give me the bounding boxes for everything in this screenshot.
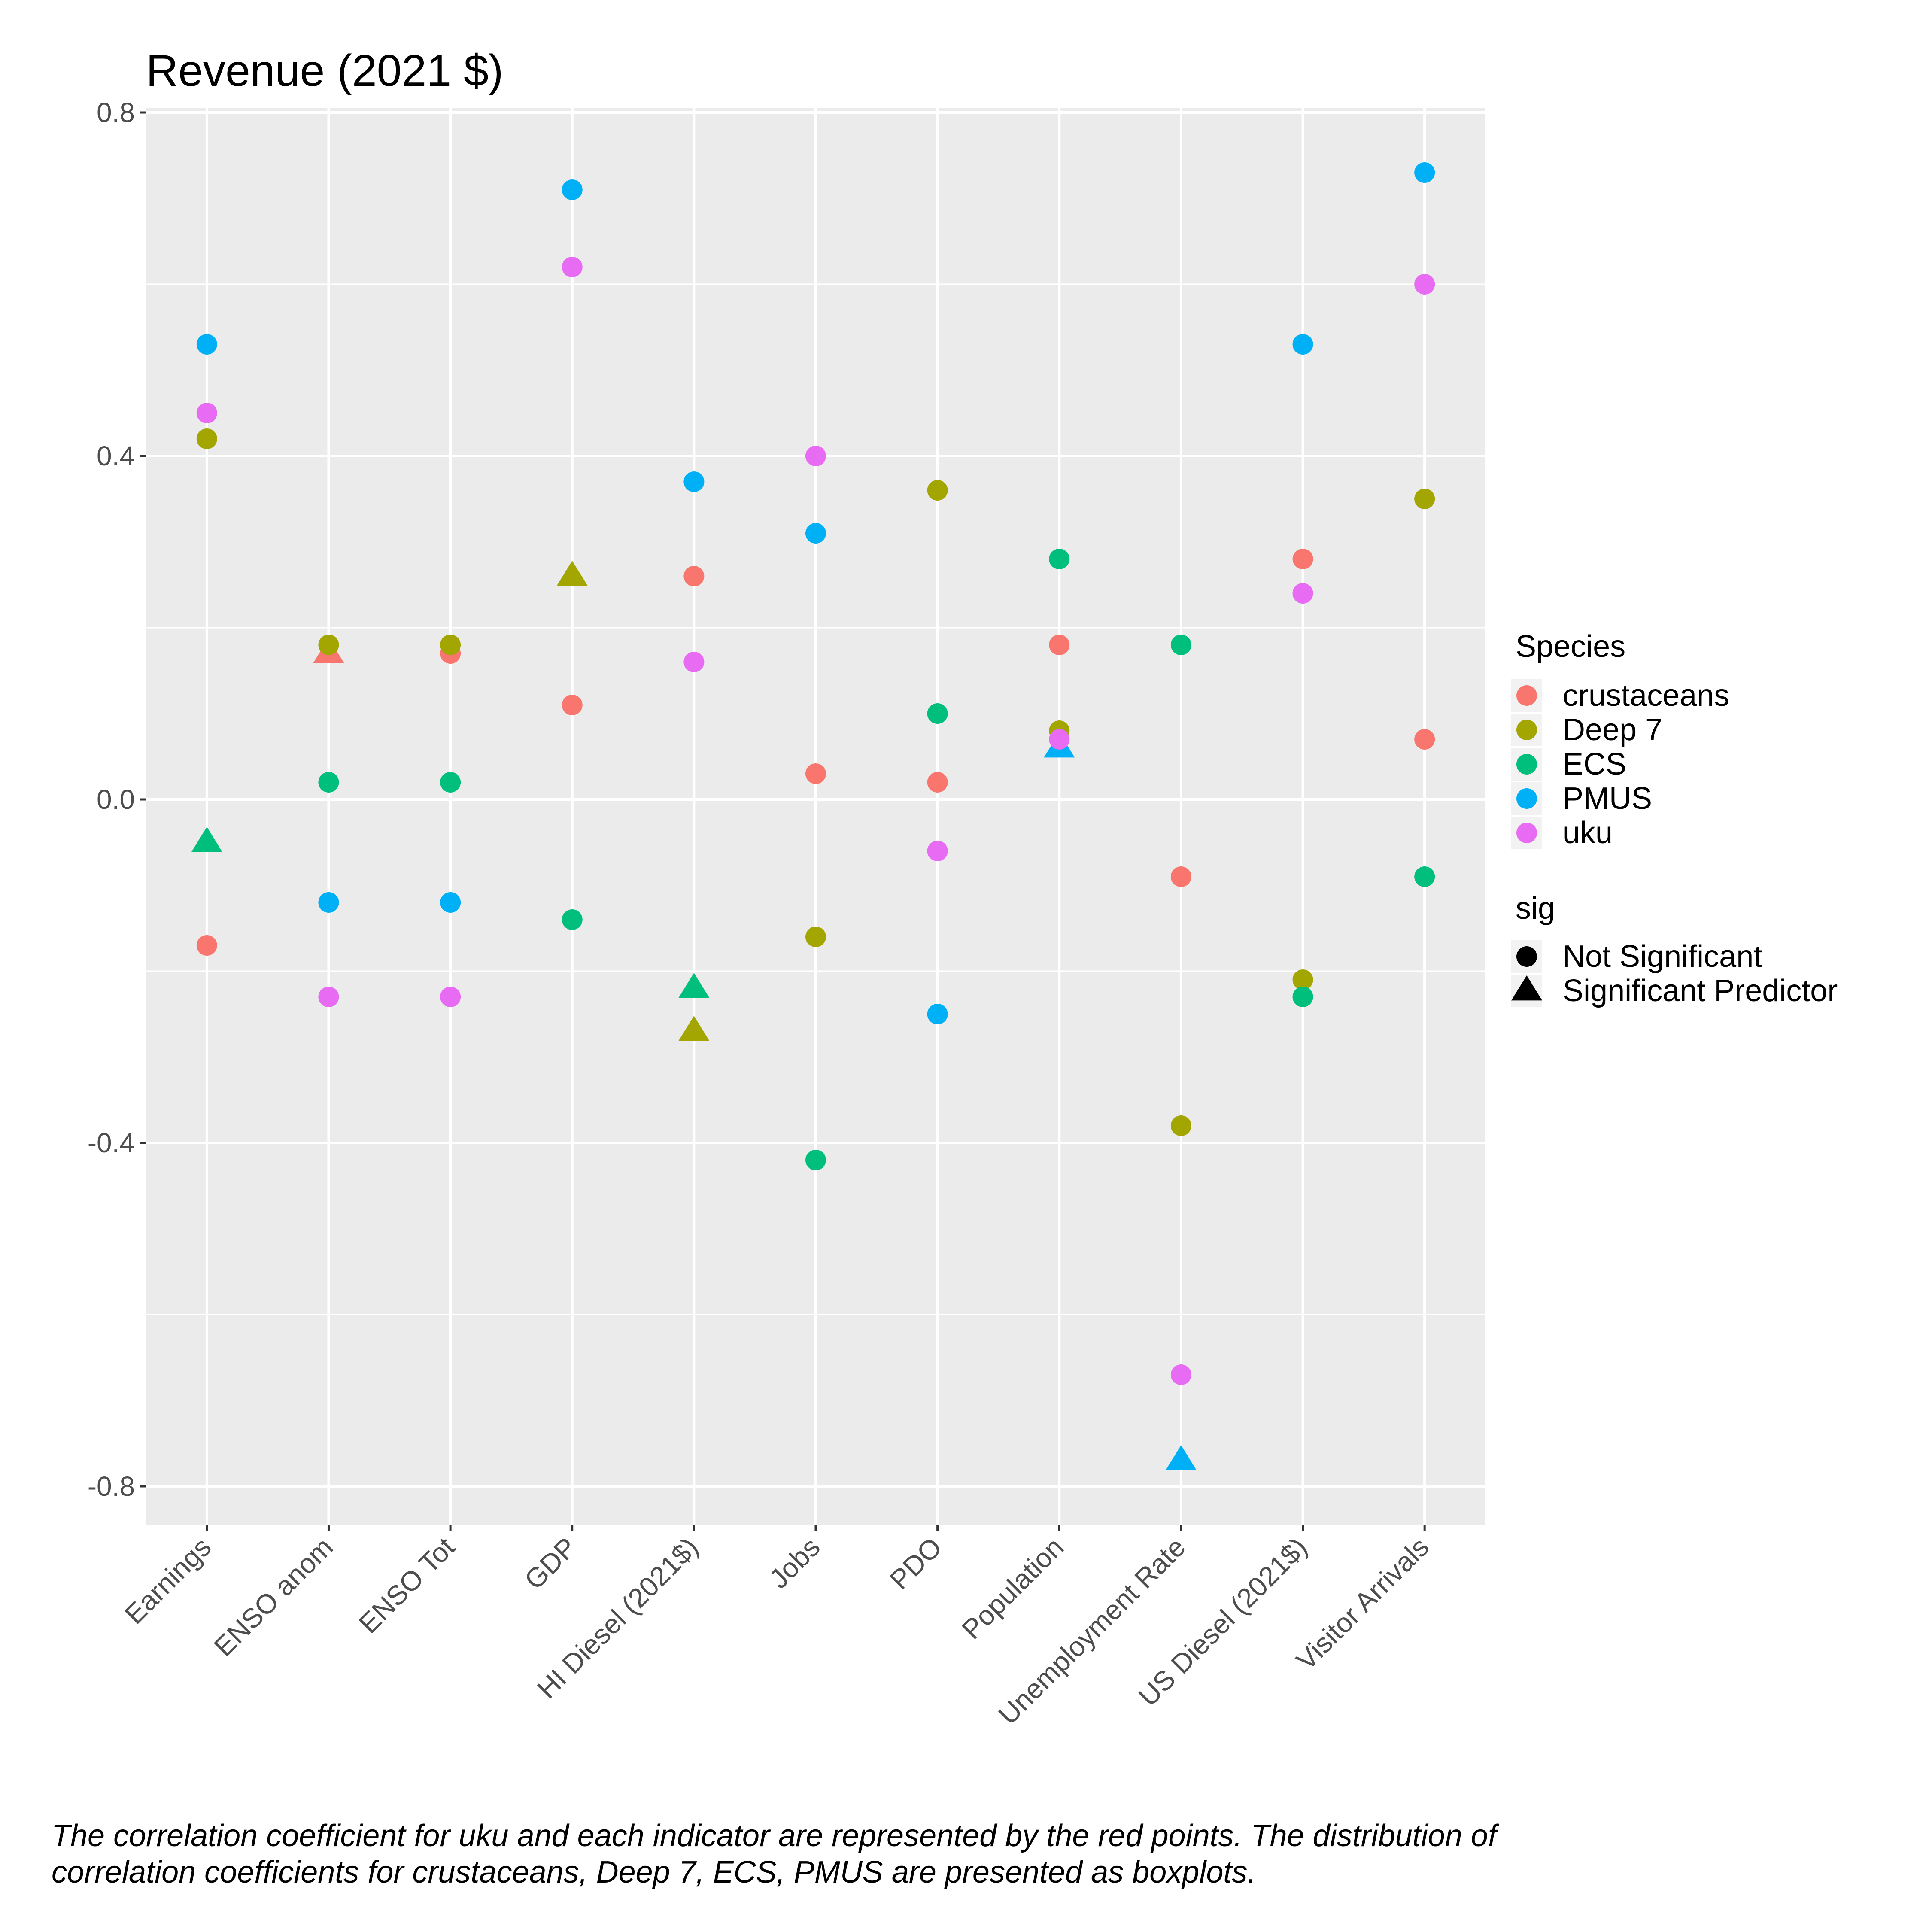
- data-point-pmus: [440, 892, 461, 913]
- x-tick-label: Earnings: [118, 1531, 217, 1630]
- legend-label: uku: [1563, 816, 1613, 850]
- x-tick-label: GDP: [519, 1531, 583, 1595]
- data-points: [191, 162, 1435, 1470]
- data-point-deep-7-significant: [678, 1016, 710, 1041]
- y-axis: -0.8 -0.4 0.0 0.4 0.8: [88, 97, 146, 1502]
- legend-label: Deep 7: [1563, 713, 1662, 747]
- data-point-uku: [1292, 583, 1313, 604]
- data-point-pmus: [805, 523, 826, 544]
- data-point-ecs: [1292, 987, 1313, 1007]
- data-point-pmus-significant: [1165, 1445, 1197, 1470]
- legend-key-uku: [1516, 823, 1537, 843]
- caption-line-2: correlation coefficients for crustaceans…: [52, 1855, 1256, 1889]
- data-point-uku: [562, 257, 583, 277]
- data-point-deep-7: [1170, 1115, 1191, 1136]
- legend-label: ECS: [1563, 747, 1626, 781]
- data-point-deep-7: [1414, 489, 1435, 509]
- data-point-crustaceans: [1292, 549, 1313, 569]
- y-tick-label: -0.8: [88, 1471, 135, 1502]
- data-point-uku: [440, 987, 461, 1007]
- legend-label: Significant Predictor: [1563, 974, 1838, 1008]
- data-point-ecs: [1414, 866, 1435, 887]
- data-point-crustaceans: [683, 566, 705, 586]
- data-point-deep-7: [1292, 969, 1313, 990]
- x-tick-label: ENSO anom: [208, 1531, 339, 1662]
- data-point-ecs: [927, 703, 948, 724]
- data-point-pmus: [1292, 334, 1313, 355]
- legend-label: Not Significant: [1563, 939, 1762, 974]
- data-point-pmus: [562, 179, 583, 200]
- data-point-ecs: [318, 772, 339, 793]
- data-point-pmus: [318, 892, 339, 913]
- data-point-ecs: [1049, 549, 1070, 569]
- data-point-uku: [927, 841, 948, 861]
- legend-key-pmus: [1516, 788, 1537, 809]
- y-tick-label: 0.8: [97, 97, 135, 128]
- legend-label: crustaceans: [1563, 678, 1729, 713]
- legend-label: PMUS: [1563, 781, 1652, 816]
- data-point-crustaceans: [196, 935, 217, 956]
- data-point-pmus: [1414, 162, 1435, 183]
- data-point-crustaceans: [562, 695, 583, 715]
- legend-species-title: Species: [1516, 629, 1625, 664]
- data-point-uku: [1414, 274, 1435, 295]
- legend-key-ecs: [1516, 754, 1537, 775]
- data-point-crustaceans: [927, 772, 948, 793]
- data-point-ecs: [562, 909, 583, 930]
- data-point-deep-7-significant: [556, 561, 588, 586]
- data-point-pmus: [683, 471, 705, 492]
- legend-key-significant: [1511, 975, 1542, 1001]
- data-point-uku: [683, 652, 705, 672]
- y-tick-label: 0.4: [97, 440, 135, 471]
- x-tick-label: Population: [956, 1531, 1069, 1645]
- y-tick-label: -0.4: [88, 1127, 135, 1158]
- legend-key-crustaceans: [1516, 685, 1537, 706]
- chart-title: Revenue (2021 $): [146, 46, 504, 96]
- data-point-ecs: [1170, 635, 1191, 655]
- legend-sig-title: sig: [1516, 891, 1555, 926]
- legend-key-not-significant: [1516, 946, 1537, 967]
- data-point-deep-7: [440, 635, 461, 655]
- grid-lines: [146, 108, 1485, 1525]
- data-point-deep-7: [318, 635, 339, 655]
- caption-line-1: The correlation coefficient for uku and …: [52, 1819, 1500, 1853]
- data-point-uku: [196, 403, 217, 423]
- data-point-pmus: [927, 1004, 948, 1024]
- data-point-ecs-significant: [678, 973, 710, 998]
- x-tick-label: PDO: [884, 1531, 948, 1595]
- data-point-pmus: [196, 334, 217, 355]
- data-point-uku: [1170, 1364, 1191, 1385]
- x-tick-label: Jobs: [763, 1531, 826, 1595]
- data-point-ecs-significant: [191, 827, 222, 852]
- data-point-crustaceans: [805, 763, 826, 784]
- data-point-ecs: [440, 772, 461, 793]
- x-tick-label: ENSO Tot: [353, 1531, 461, 1639]
- data-point-crustaceans: [1414, 729, 1435, 750]
- data-point-deep-7: [196, 428, 217, 449]
- data-point-deep-7: [805, 927, 826, 947]
- legend-key-deep-7: [1516, 720, 1537, 740]
- data-point-ecs: [805, 1150, 826, 1170]
- y-tick-label: 0.0: [97, 784, 135, 815]
- data-point-uku: [318, 987, 339, 1007]
- data-point-uku: [805, 446, 826, 466]
- data-point-uku: [1049, 729, 1070, 750]
- data-point-deep-7: [927, 480, 948, 501]
- data-point-crustaceans: [1170, 866, 1191, 887]
- data-point-crustaceans: [1049, 635, 1070, 655]
